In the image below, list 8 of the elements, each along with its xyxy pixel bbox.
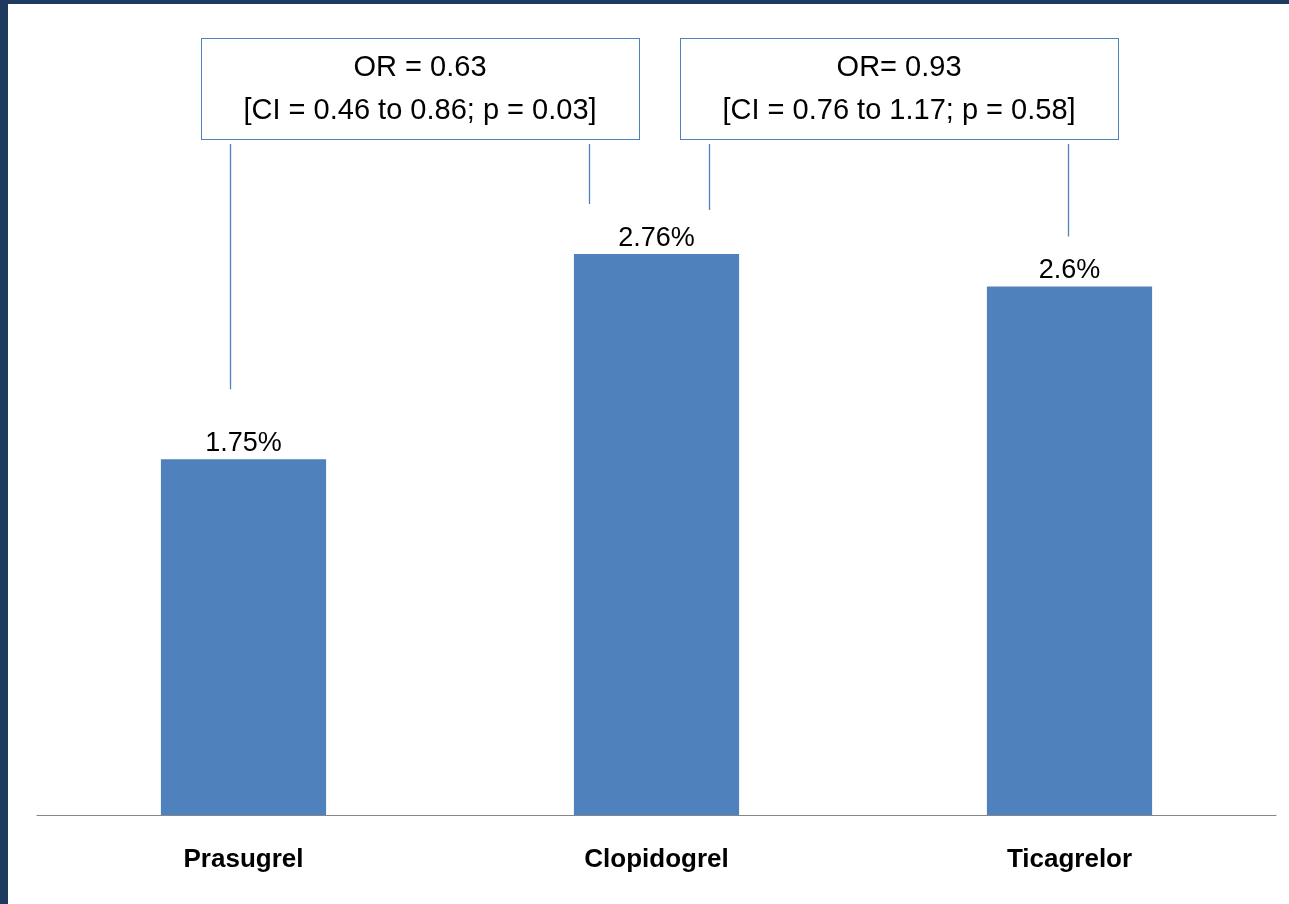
x-tick-label: Prasugrel (183, 843, 304, 873)
data-label: 1.75% (205, 426, 282, 457)
x-tick-label: Clopidogrel (584, 843, 729, 873)
text: OR = 0.63 [CI = 0.46 to 0.86; p = 0.03] (200, 38, 640, 140)
data-label: 2.76% (618, 221, 695, 252)
text: OR= 0.93 [CI = 0.76 to 1.17; p = 0.58] (679, 38, 1119, 140)
data-label: 2.6% (1038, 254, 1101, 285)
x-tick-label: Ticagrelor (1006, 843, 1133, 873)
